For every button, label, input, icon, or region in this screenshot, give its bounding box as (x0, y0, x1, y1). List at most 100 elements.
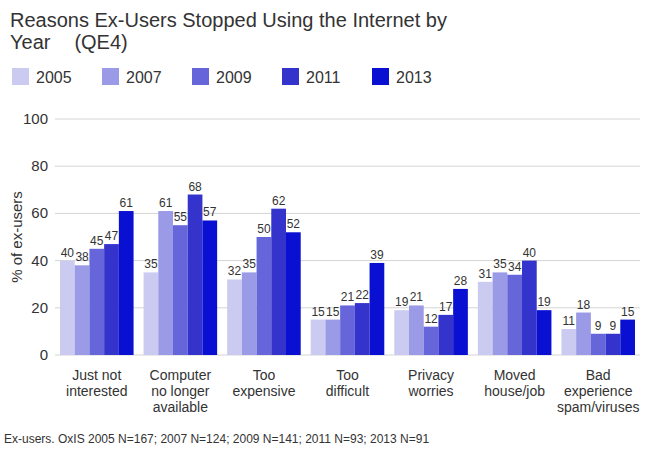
bar (493, 272, 508, 355)
x-tick-line: Too (336, 367, 359, 383)
x-tick-line: experience (564, 383, 633, 399)
y-tick-label: 20 (31, 299, 48, 316)
bar (144, 272, 159, 355)
x-tick-label: Just notinterested (66, 367, 127, 399)
bar (60, 261, 75, 355)
legend-item: 2005 (12, 68, 72, 86)
bar (478, 282, 493, 355)
x-tick-line: expensive (232, 383, 295, 399)
data-label: 38 (75, 250, 89, 264)
data-label: 68 (188, 180, 202, 194)
legend-item: 2011 (282, 68, 341, 86)
y-axis-label: % of ex-users (8, 191, 25, 283)
data-label: 35 (144, 257, 158, 271)
bar (271, 209, 286, 355)
x-tick-label: Badexperiencespam/viruses (557, 367, 639, 415)
x-tick-line: difficult (326, 383, 369, 399)
x-tick-line: Privacy (408, 367, 454, 383)
data-label: 31 (479, 267, 493, 281)
data-label: 62 (272, 194, 286, 208)
bar (409, 305, 424, 355)
data-labels: 4035321519311138613515213518455550211234… (61, 180, 635, 333)
bar (606, 334, 621, 355)
data-label: 19 (395, 295, 409, 309)
legend-swatch (192, 68, 209, 85)
legend-swatch (282, 68, 299, 85)
data-label: 21 (410, 290, 424, 304)
bar (453, 289, 468, 355)
data-label: 28 (454, 274, 468, 288)
x-tick-label: Movedhouse/job (484, 367, 545, 399)
x-tick-line: available (153, 399, 208, 415)
bar (104, 244, 119, 355)
bar (394, 310, 409, 355)
bar (257, 237, 272, 355)
bar (522, 261, 537, 355)
bars (60, 195, 635, 355)
title: Reasons Ex-Users Stopped Using the Inter… (10, 9, 447, 53)
grid-line (55, 119, 640, 120)
bar (158, 211, 173, 355)
legend-label: 2007 (126, 69, 162, 86)
x-tick-line: interested (66, 383, 127, 399)
title-line: Reasons Ex-Users Stopped Using the Inter… (10, 9, 447, 31)
data-label: 47 (105, 229, 119, 243)
y-tick-label: 100 (23, 110, 48, 127)
data-label: 19 (537, 295, 551, 309)
data-label: 22 (356, 288, 370, 302)
data-label: 9 (595, 319, 602, 333)
data-label: 15 (311, 305, 325, 319)
bar (311, 320, 326, 355)
bar (355, 303, 370, 355)
legend-label: 2005 (36, 69, 72, 86)
data-label: 15 (621, 305, 635, 319)
data-label: 52 (287, 217, 301, 231)
y-tick-label: 80 (31, 157, 48, 174)
bar (286, 232, 301, 355)
y-tick-label: 40 (31, 252, 48, 269)
x-tick-line: Computer (150, 367, 212, 383)
data-label: 11 (563, 314, 576, 328)
data-label: 15 (326, 305, 340, 319)
title-line: Year (10, 31, 51, 53)
bar (89, 249, 104, 355)
annotation: Ex-users. OxIS 2005 N=167; 2007 N=124; 2… (4, 432, 429, 446)
x-tick-line: no longer (151, 383, 210, 399)
x-tick-line: Too (253, 367, 276, 383)
bar (325, 320, 340, 355)
data-label: 35 (243, 257, 257, 271)
bar (424, 327, 439, 355)
bar (119, 211, 134, 355)
bar (242, 272, 257, 355)
bar (507, 275, 522, 355)
legend-item: 2009 (192, 68, 252, 86)
data-label: 61 (159, 196, 173, 210)
bar (591, 334, 606, 355)
legend-label: 2013 (396, 69, 432, 86)
y-tick-label: 60 (31, 204, 48, 221)
data-label: 9 (610, 319, 617, 333)
data-label: 40 (61, 246, 75, 260)
x-tick-line: Just not (72, 367, 121, 383)
data-label: 18 (577, 298, 591, 312)
data-label: 12 (424, 312, 438, 326)
legend-label: 2011 (306, 69, 341, 86)
x-tick-label: Toodifficult (326, 367, 369, 399)
background (0, 0, 665, 450)
grid-line (55, 213, 640, 214)
legend-swatch (372, 68, 389, 85)
grid-line (55, 166, 640, 167)
x-tick-line: worries (408, 383, 454, 399)
x-tick-label: Tooexpensive (232, 367, 295, 399)
y-tick-label: 0 (40, 346, 48, 363)
bar (202, 220, 217, 355)
data-label: 40 (523, 246, 537, 260)
x-tick-line: spam/viruses (557, 399, 639, 415)
x-tick-label: Computerno longeravailable (150, 367, 212, 415)
data-label: 55 (174, 210, 188, 224)
x-tick-line: Moved (494, 367, 536, 383)
data-label: 61 (120, 196, 134, 210)
bar (75, 265, 90, 355)
bar (576, 313, 591, 355)
legend-label: 2009 (216, 69, 252, 86)
